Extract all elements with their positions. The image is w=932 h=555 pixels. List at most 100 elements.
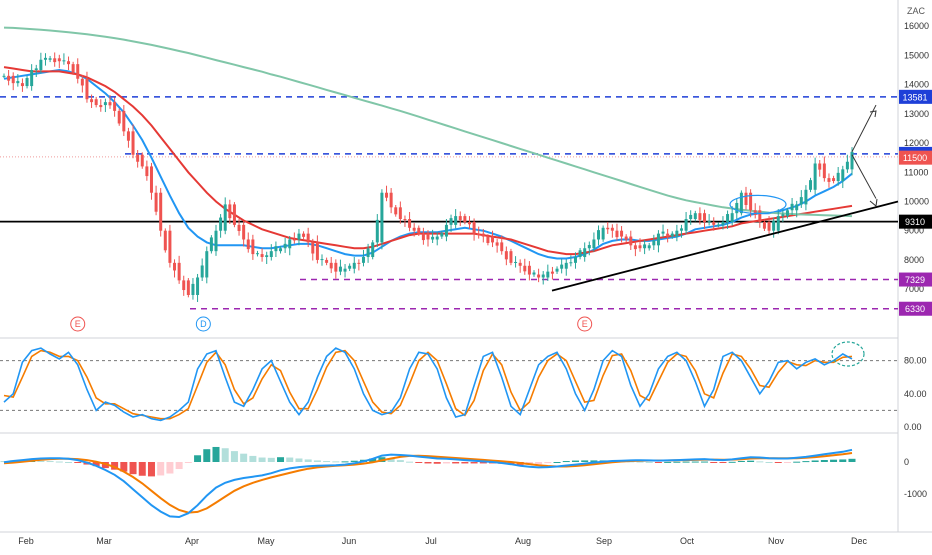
candle-body bbox=[679, 228, 683, 231]
macd-histogram-bar bbox=[111, 462, 119, 470]
candle-body bbox=[647, 245, 651, 249]
candle-body bbox=[629, 236, 633, 246]
macd-histogram-bar bbox=[166, 462, 174, 474]
event-marker bbox=[70, 316, 86, 332]
macd-histogram-bar bbox=[369, 458, 377, 462]
candle-body bbox=[163, 230, 167, 251]
macd-histogram-bar bbox=[820, 460, 828, 462]
candle-body bbox=[689, 214, 693, 220]
candle-body bbox=[467, 221, 471, 225]
candle-body bbox=[131, 131, 135, 155]
candle-body bbox=[666, 233, 670, 237]
macd-histogram-bar bbox=[258, 457, 266, 462]
macd-histogram-bar bbox=[470, 462, 478, 464]
macd-histogram-bar bbox=[157, 462, 165, 476]
macd-histogram-bar bbox=[46, 461, 54, 463]
moving-average-line bbox=[3, 26, 853, 218]
macd-histogram-bar bbox=[664, 461, 672, 463]
candle-body bbox=[587, 245, 591, 249]
candle-body bbox=[762, 221, 766, 229]
candle-body bbox=[799, 197, 803, 205]
macd-histogram-bar bbox=[452, 462, 460, 464]
candle-body bbox=[620, 230, 624, 237]
macd-histogram-bar bbox=[230, 451, 238, 462]
time-tick-label: Dec bbox=[851, 536, 868, 546]
macd-histogram-bar bbox=[221, 448, 229, 462]
event-marker-label: D bbox=[200, 319, 207, 329]
candle-body bbox=[145, 166, 149, 177]
macd-histogram-bar bbox=[194, 455, 202, 462]
price-badge-label: 7329 bbox=[905, 275, 925, 285]
candle-body bbox=[514, 261, 518, 263]
price-tick-label: 10000 bbox=[904, 196, 929, 206]
stochastic-tick-label: 40.00 bbox=[904, 389, 927, 399]
candle-body bbox=[408, 219, 412, 228]
macd-histogram-bar bbox=[811, 460, 819, 462]
candle-body bbox=[57, 58, 61, 62]
macd-histogram-bar bbox=[313, 460, 321, 462]
candle-body bbox=[573, 257, 577, 263]
ticker-label: ZAC bbox=[907, 6, 926, 16]
macd-histogram-bar bbox=[323, 461, 331, 463]
candle-body bbox=[30, 69, 34, 87]
macd-histogram-bar bbox=[654, 462, 662, 463]
candle-body bbox=[389, 192, 393, 208]
time-tick-label: Oct bbox=[680, 536, 695, 546]
candle-body bbox=[108, 102, 112, 106]
event-marker-label: E bbox=[582, 319, 588, 329]
event-marker bbox=[577, 316, 593, 332]
candle-body bbox=[832, 178, 836, 182]
candle-body bbox=[421, 233, 425, 241]
candle-body bbox=[25, 78, 29, 87]
candle-body bbox=[726, 214, 730, 222]
price-tick-label: 16000 bbox=[904, 21, 929, 31]
candle-body bbox=[99, 105, 103, 108]
macd-histogram-bar bbox=[415, 462, 423, 463]
price-badge bbox=[899, 150, 932, 165]
time-tick-label: Aug bbox=[515, 536, 531, 546]
candle-body bbox=[348, 265, 352, 269]
candle-body bbox=[684, 219, 688, 231]
macd-histogram-bar bbox=[212, 446, 220, 462]
price-badge-label: 11500 bbox=[903, 153, 927, 163]
candle-body bbox=[39, 59, 43, 70]
stochastic-k-line bbox=[3, 347, 853, 422]
candle-body bbox=[449, 218, 453, 225]
macd-histogram-bar bbox=[728, 461, 736, 463]
candle-body bbox=[398, 207, 402, 220]
macd-histogram-bar bbox=[203, 449, 211, 462]
candle-body bbox=[781, 214, 785, 217]
candle-body bbox=[615, 230, 619, 238]
candle-body bbox=[712, 221, 716, 225]
price-badge bbox=[899, 89, 932, 104]
candle-body bbox=[380, 192, 384, 243]
macd-histogram-bar bbox=[802, 461, 810, 463]
candle-body bbox=[311, 242, 315, 254]
macd-histogram-bar bbox=[74, 462, 82, 463]
candle-body bbox=[200, 265, 204, 278]
candle-body bbox=[191, 283, 195, 295]
candle-body bbox=[749, 192, 753, 211]
candle-body bbox=[569, 262, 573, 264]
candle-body bbox=[716, 224, 720, 226]
macd-histogram-bar bbox=[553, 462, 561, 463]
candle-body bbox=[537, 274, 541, 278]
macd-line bbox=[3, 448, 853, 519]
time-tick-label: Nov bbox=[768, 536, 785, 546]
candle-body bbox=[836, 172, 840, 182]
moving-average-line bbox=[3, 66, 853, 256]
macd-histogram-bar bbox=[304, 459, 312, 462]
candle-body bbox=[375, 219, 379, 243]
candle-body bbox=[624, 236, 628, 240]
candle-body bbox=[431, 236, 435, 240]
candle-body bbox=[735, 202, 739, 214]
time-tick-label: Jun bbox=[342, 536, 357, 546]
macd-histogram-bar bbox=[295, 458, 303, 462]
macd-histogram-bar bbox=[581, 460, 589, 462]
candle-body bbox=[113, 102, 117, 111]
macd-histogram-bar bbox=[848, 458, 856, 462]
candle-body bbox=[656, 233, 660, 246]
macd-histogram-bar bbox=[562, 461, 570, 463]
candle-body bbox=[758, 210, 762, 222]
macd-signal-line bbox=[3, 452, 853, 514]
